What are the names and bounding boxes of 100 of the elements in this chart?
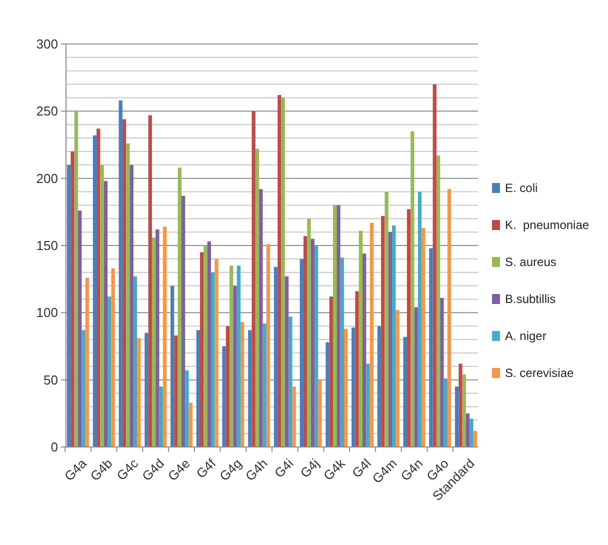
bar: [414, 307, 418, 447]
bar: [355, 291, 359, 447]
bar: [185, 370, 189, 447]
bar: [326, 342, 330, 447]
bar: [454, 386, 459, 447]
bar: [178, 168, 182, 447]
bar: [440, 298, 444, 447]
bar: [462, 374, 466, 447]
bar: [318, 380, 322, 447]
bar: [262, 323, 266, 447]
bar: [111, 268, 115, 447]
legend-label: B.subtillis: [505, 292, 556, 306]
bar: [255, 148, 260, 447]
bar: [344, 328, 348, 447]
bar: [329, 296, 333, 447]
bar: [233, 286, 237, 447]
bar: [196, 330, 200, 447]
bar: [432, 84, 436, 447]
x-tick-label: G4b: [87, 456, 116, 484]
bar: [137, 338, 141, 447]
y-tick-label: 300: [36, 36, 58, 52]
bar: [200, 252, 204, 447]
bar: [352, 327, 356, 447]
bar: [447, 189, 452, 447]
bar: [230, 266, 234, 447]
bar: [406, 209, 411, 447]
bar: [82, 330, 86, 447]
legend-label: K. pneumoniae: [505, 218, 590, 232]
bar: [252, 111, 256, 447]
legend-label: S. cerevisiae: [505, 366, 574, 380]
bar: [156, 229, 160, 447]
x-tick-label: G4h: [242, 456, 270, 484]
bar: [104, 181, 108, 447]
bar: [159, 386, 163, 447]
bar: [144, 332, 148, 447]
y-tick-label: 200: [36, 170, 58, 186]
bar: [170, 286, 174, 447]
bar: [429, 248, 433, 447]
x-tick-label: G4e: [164, 456, 193, 484]
bar: [310, 238, 314, 447]
bar: [174, 336, 178, 447]
x-tick-label: G4d: [138, 456, 167, 484]
bar: [181, 196, 186, 447]
bar: [130, 164, 134, 447]
bar: [259, 189, 263, 447]
bar: [188, 402, 192, 447]
bar: [126, 143, 130, 447]
x-tick-label: G4i: [271, 456, 296, 481]
bar: [92, 135, 97, 447]
bar: [274, 266, 278, 447]
bar: [403, 336, 407, 447]
bar: [422, 228, 426, 447]
bar: [204, 246, 208, 447]
bar: [370, 222, 374, 447]
bar: [85, 278, 90, 447]
x-tick-label: G4a: [61, 455, 90, 484]
legend-label: A. niger: [505, 329, 546, 344]
bar: [466, 413, 470, 447]
bar: [288, 316, 292, 447]
bar: [148, 115, 152, 447]
bar: [214, 258, 218, 447]
bar: [240, 322, 244, 447]
bar: [284, 276, 289, 447]
bar: [248, 330, 252, 447]
y-tick-label: 250: [36, 104, 58, 119]
bar: [458, 364, 462, 447]
bar: [278, 95, 282, 447]
bar: [292, 386, 296, 447]
bar: [211, 272, 215, 447]
bar: [152, 237, 156, 447]
bar: [162, 226, 167, 447]
x-tick-label: G4g: [216, 456, 245, 484]
x-tick-label: G4c: [114, 455, 142, 484]
bar: [410, 131, 414, 447]
bar: [340, 258, 344, 447]
bar: [384, 192, 388, 447]
bar: [366, 364, 370, 447]
bar: [436, 155, 440, 447]
y-tick-label: 100: [36, 305, 58, 320]
x-tick-label: G4k: [320, 455, 348, 484]
bar: [207, 241, 212, 447]
bar: [336, 205, 340, 447]
bar: [222, 346, 226, 447]
bar: [314, 246, 318, 447]
bar: [67, 164, 71, 447]
bar: [70, 151, 74, 447]
bar: [307, 218, 311, 447]
y-tick-label: 50: [44, 372, 58, 388]
x-tick-label: G4j: [297, 456, 322, 481]
bar: [100, 164, 104, 447]
bar: [392, 225, 396, 447]
bar: [388, 232, 392, 447]
bar: [96, 128, 100, 447]
bar: [418, 192, 422, 447]
bar: [303, 236, 308, 447]
legend-label: S. aureus: [505, 255, 556, 270]
bar: [470, 418, 474, 447]
bar: [78, 210, 82, 447]
bar: [281, 98, 285, 447]
bar: [300, 258, 304, 447]
